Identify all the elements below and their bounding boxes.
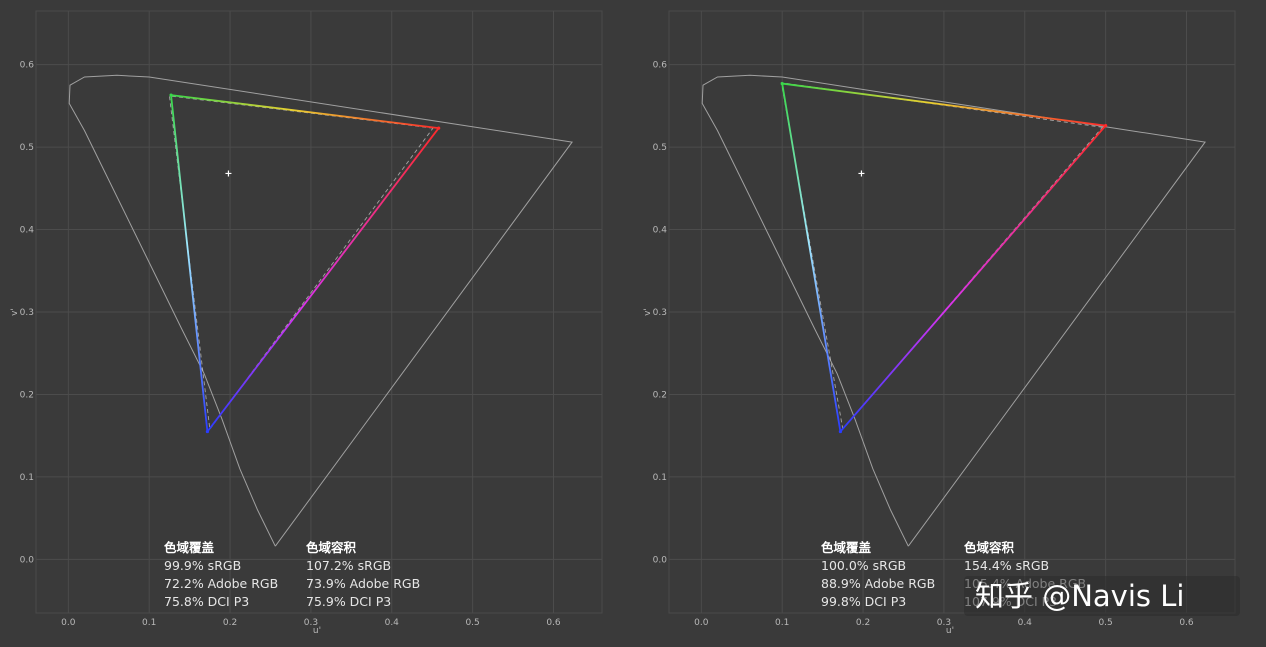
stats-coverage: 色域覆盖 100.0% sRGB 88.9% Adobe RGB 99.8% DCI … xyxy=(821,540,935,609)
white-point xyxy=(858,170,865,177)
y-tick-label: 0.1 xyxy=(653,473,667,483)
y-tick-label: 0.2 xyxy=(20,390,34,400)
y-axis-label: v' xyxy=(643,308,653,316)
x-tick-label: 0.6 xyxy=(1179,618,1194,628)
x-tick-label: 0.5 xyxy=(1098,618,1112,628)
stats-coverage-line: 88.9% Adobe RGB xyxy=(821,576,935,591)
spectral-locus xyxy=(701,74,1206,547)
stats-coverage-title: 色域覆盖 xyxy=(821,540,872,555)
y-tick-label: 0.6 xyxy=(20,61,35,71)
stats-coverage-line: 99.8% DCI P3 xyxy=(821,594,906,609)
stats-volume-line: 75.9% DCI P3 xyxy=(306,594,391,609)
stats-volume-line: 154.4% sRGB xyxy=(964,558,1049,573)
y-tick-label: 0.3 xyxy=(20,308,34,318)
x-tick-label: 0.5 xyxy=(465,618,479,628)
stats-coverage-line: 72.2% Adobe RGB xyxy=(164,576,278,591)
x-tick-label: 0.6 xyxy=(546,618,561,628)
primary-point-blue xyxy=(205,429,210,434)
x-tick-label: 0.3 xyxy=(937,618,951,628)
primary-point-green xyxy=(169,93,173,97)
reference-gamut xyxy=(780,82,1104,431)
primary-point-red xyxy=(1104,124,1108,128)
stats-coverage-title: 色域覆盖 xyxy=(164,540,215,555)
stats-coverage-line: 100.0% sRGB xyxy=(821,558,906,573)
stats-volume: 色域容积 107.2% sRGB 73.9% Adobe RGB 75.9% DCI … xyxy=(306,540,420,609)
y-tick-label: 0.5 xyxy=(20,143,34,153)
stats-volume-title: 色域容积 xyxy=(306,540,357,555)
y-tick-label: 0.5 xyxy=(653,143,667,153)
x-tick-label: 0.2 xyxy=(223,618,237,628)
spectral-locus xyxy=(68,74,573,547)
y-tick-label: 0.3 xyxy=(653,308,667,318)
x-tick-label: 0.0 xyxy=(694,618,709,628)
stats-coverage-line: 75.8% DCI P3 xyxy=(164,594,249,609)
gamut-edge-rb xyxy=(839,125,1107,433)
gamut-edge-gb xyxy=(781,83,842,432)
x-tick-label: 0.1 xyxy=(775,618,789,628)
gamut-edge-rg xyxy=(170,94,439,129)
gamut-edge-gb xyxy=(170,95,209,432)
x-tick-label: 0.2 xyxy=(856,618,870,628)
stats-volume-title: 色域容积 xyxy=(964,540,1015,555)
chromaticity-chart-left: 0.0 0.1 0.2 0.3 0.4 0.5 0.6 0.0 0.1 0.2 0.3 0.4 0.5 0… xyxy=(10,10,603,636)
x-axis-label: u' xyxy=(946,626,954,636)
x-tick-label: 0.4 xyxy=(1018,618,1033,628)
primary-point-blue xyxy=(838,429,843,434)
x-tick-label: 0.1 xyxy=(142,618,156,628)
white-point xyxy=(225,170,232,177)
y-tick-label: 0.4 xyxy=(20,226,35,236)
y-tick-label: 0.1 xyxy=(20,473,34,483)
gamut-edge-rg xyxy=(782,82,1106,127)
y-tick-label: 0.6 xyxy=(653,61,668,71)
y-tick-label: 0.0 xyxy=(20,555,35,565)
primary-point-green xyxy=(780,81,784,86)
stats-volume-line: 107.9% DCI P3 xyxy=(964,594,1057,609)
chromaticity-chart-right: 0.0 0.1 0.2 0.3 0.4 0.5 0.6 0.0 0.1 0.2 0.3 0.4 0.5 0… xyxy=(643,10,1236,636)
x-tick-label: 0.3 xyxy=(304,618,318,628)
y-tick-label: 0.4 xyxy=(653,226,668,236)
primary-point-red xyxy=(437,126,441,130)
y-tick-label: 0.2 xyxy=(653,390,667,400)
y-axis-label: v' xyxy=(10,308,20,316)
stats-volume-line: 107.2% sRGB xyxy=(306,558,391,573)
x-tick-label: 0.0 xyxy=(61,618,76,628)
x-axis-label: u' xyxy=(313,626,321,636)
stats-coverage: 色域覆盖 99.9% sRGB 72.2% Adobe RGB 75.8% DCI P… xyxy=(164,540,278,609)
x-tick-label: 0.4 xyxy=(385,618,400,628)
stats-coverage-line: 99.9% sRGB xyxy=(164,558,241,573)
gamut-edge-rb xyxy=(206,127,440,433)
stats-volume-line: 73.9% Adobe RGB xyxy=(306,576,420,591)
stats-volume-line: 105.4% Adobe RGB xyxy=(964,576,1086,591)
reference-gamut xyxy=(168,95,434,431)
y-tick-label: 0.0 xyxy=(653,555,668,565)
